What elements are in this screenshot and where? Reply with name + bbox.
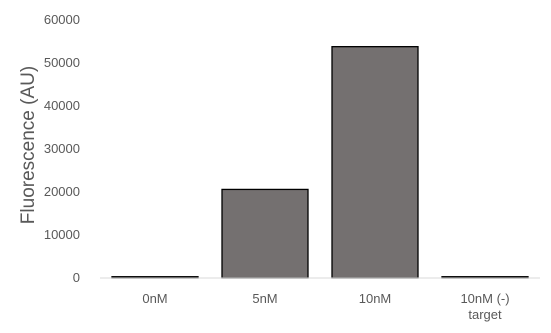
y-tick-label: 0: [73, 270, 80, 285]
x-category-label: 10nM: [359, 291, 392, 306]
x-category-label: 0nM: [142, 291, 167, 306]
x-category-label: target: [468, 307, 502, 322]
y-tick-label: 60000: [44, 12, 80, 27]
y-tick-label: 40000: [44, 98, 80, 113]
y-axis-ticks: 0 10000 20000 30000 40000 50000 60000: [44, 12, 80, 285]
y-tick-label: 20000: [44, 184, 80, 199]
y-tick-label: 10000: [44, 227, 80, 242]
bars: [111, 46, 529, 279]
y-tick-label: 50000: [44, 55, 80, 70]
bar: [331, 46, 419, 279]
x-category-label: 5nM: [252, 291, 277, 306]
bar: [221, 188, 309, 279]
y-tick-label: 30000: [44, 141, 80, 156]
y-axis-label: Fluorescence (AU): [18, 66, 39, 224]
x-category-label: 10nM (-): [460, 291, 509, 306]
x-axis-categories: 0nM 5nM 10nM 10nM (-)target: [142, 291, 509, 322]
